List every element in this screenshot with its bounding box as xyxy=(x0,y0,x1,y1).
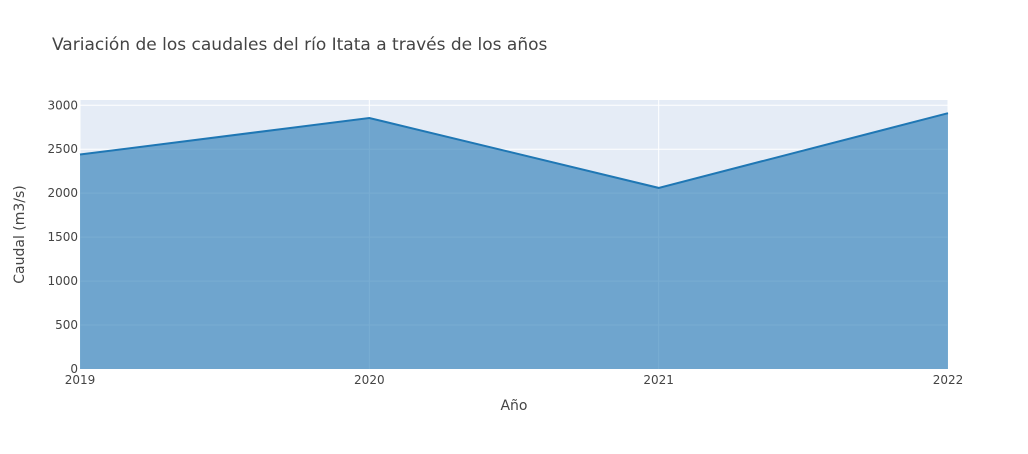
series-layer xyxy=(79,110,951,369)
data-point[interactable] xyxy=(945,110,951,116)
data-point[interactable] xyxy=(656,185,662,191)
series-area-fill xyxy=(80,113,948,369)
data-point[interactable] xyxy=(366,115,372,121)
chart-title: Variación de los caudales del río Itata … xyxy=(52,35,548,55)
x-tick-label: 2020 xyxy=(354,373,385,387)
x-tick-label: 2019 xyxy=(65,373,96,387)
y-tick-label: 2500 xyxy=(47,142,78,156)
x-axis-label: Año xyxy=(500,398,527,414)
y-axis-label: Caudal (m3/s) xyxy=(12,185,28,284)
y-tick-label: 1500 xyxy=(47,230,78,244)
y-tick-label: 1000 xyxy=(47,274,78,288)
y-tick-label: 500 xyxy=(55,318,78,332)
x-axis-ticks: 2019 2020 2021 2022 xyxy=(65,373,964,387)
y-tick-label: 3000 xyxy=(47,98,78,112)
y-tick-label: 2000 xyxy=(47,186,78,200)
x-tick-label: 2022 xyxy=(933,373,964,387)
y-tick-label: 0 xyxy=(70,362,78,376)
y-axis-ticks: 0 500 1000 1500 2000 2500 3000 xyxy=(47,98,78,376)
x-tick-label: 2021 xyxy=(643,373,674,387)
series-line xyxy=(79,112,949,189)
